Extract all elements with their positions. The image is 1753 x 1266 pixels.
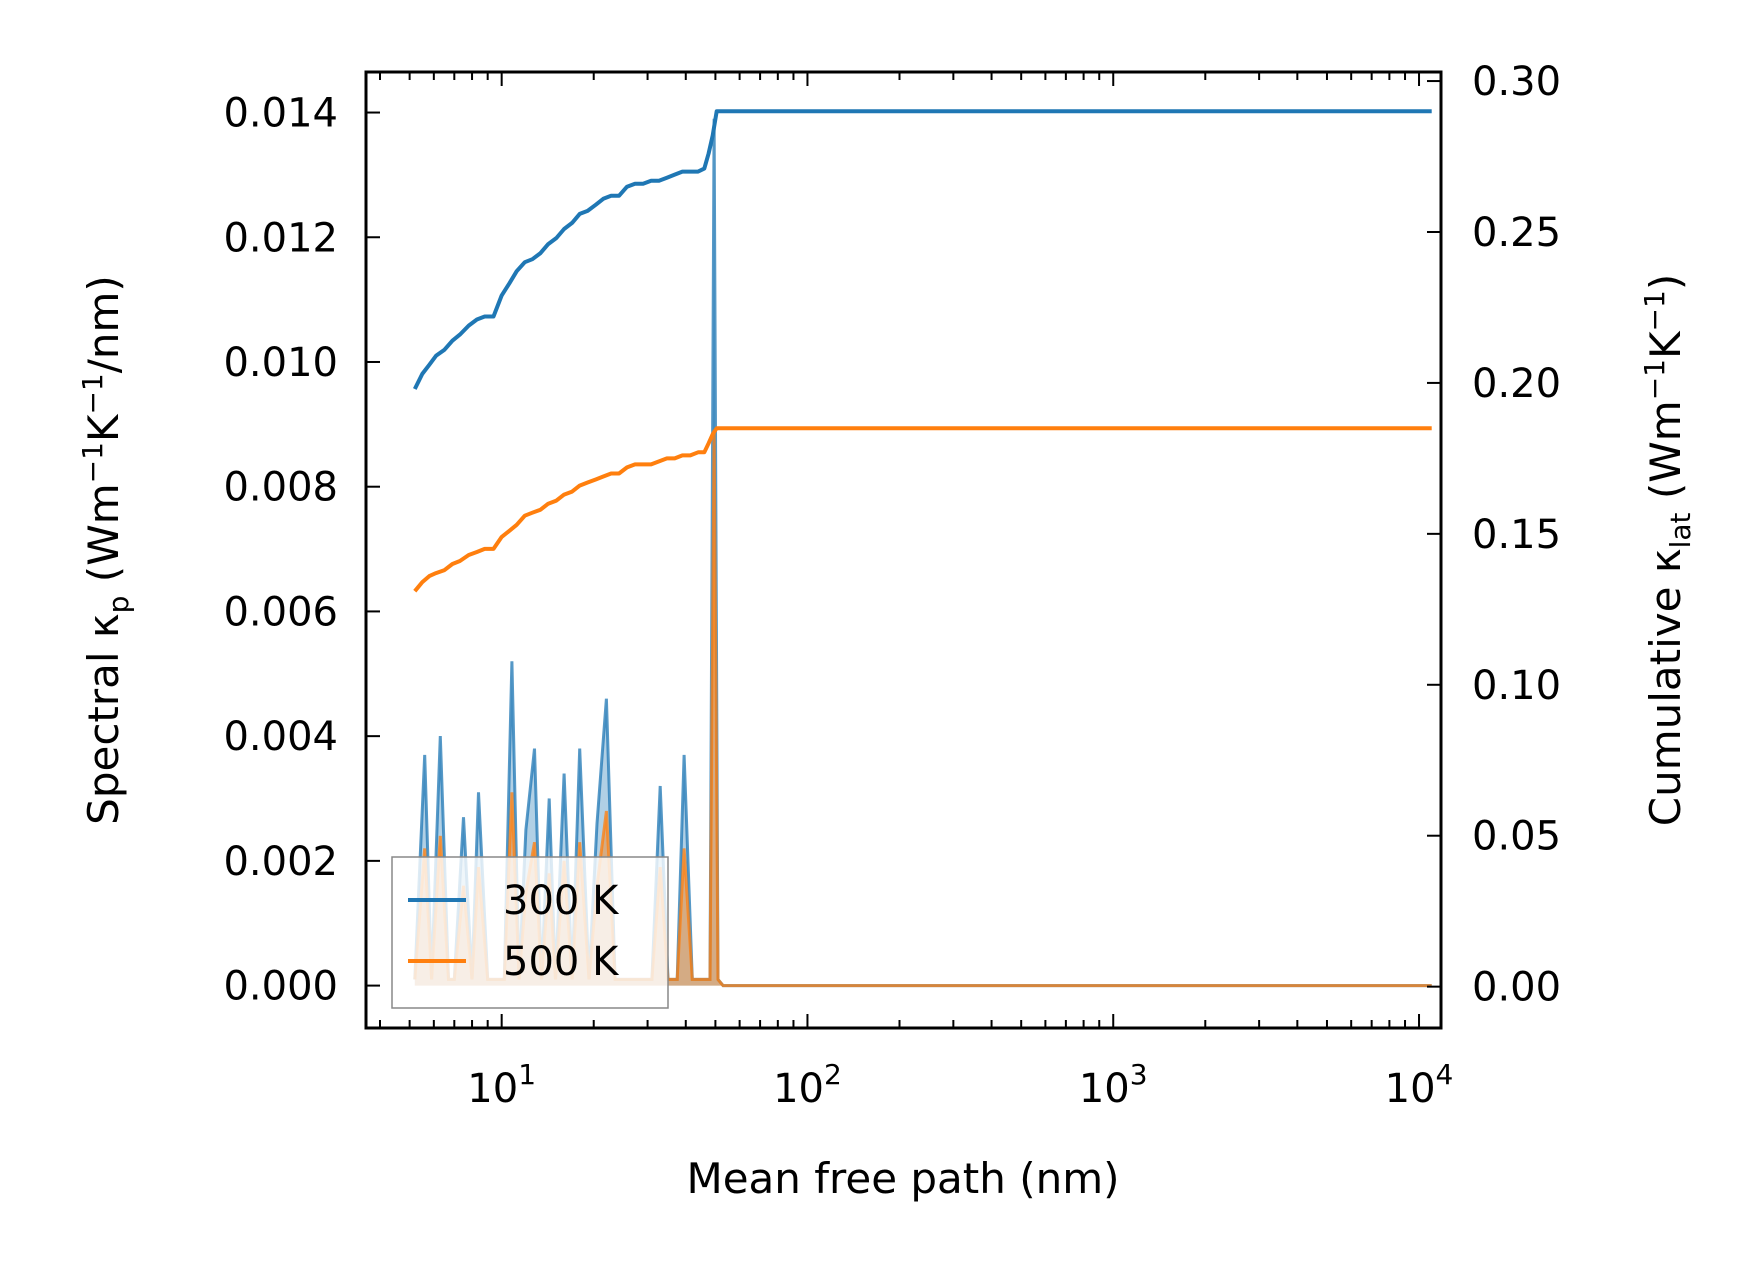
y-left-tick-label: 0.010 [223,340,338,386]
x-tick-label: 102 [773,1058,842,1112]
y-left-tick-label: 0.006 [223,589,338,635]
y-axis-left-label: Spectral κp (Wm−1K−1/nm) [76,275,135,825]
y-left-tick-label: 0.008 [223,465,338,511]
x-tick-label: 101 [467,1058,536,1112]
y-axis-right-label: Cumulative κlat (Wm−1K−1) [1638,274,1697,826]
x-tick-label: 103 [1079,1058,1148,1112]
y-right-tick-label: 0.00 [1472,965,1561,1011]
x-tick-label: 104 [1385,1058,1454,1112]
legend-label-300k: 300 K [503,878,620,924]
y-left-tick-label: 0.012 [223,215,338,261]
legend: 300 K 500 K [391,856,669,1009]
series-lines [413,109,1432,593]
legend-box [391,856,669,1009]
y-right-tick-label: 0.10 [1472,663,1561,709]
legend-label-500k: 500 K [503,939,620,985]
axis-ticks [366,72,1441,1028]
y-left-tick-label: 0.014 [223,91,338,137]
cumulative-line-0 [413,109,1432,390]
y-left-tick-label: 0.002 [223,839,338,885]
y-right-tick-label: 0.15 [1472,512,1561,558]
plot-frame [364,70,1443,1030]
tick-labels: 101 102 103 104 0.000 0.002 0.004 0.006 0.008 0.0… [223,59,1561,1112]
spectral-fills [413,118,1432,988]
y-right-tick-label: 0.25 [1472,210,1561,256]
y-left-tick-label: 0.004 [223,714,338,760]
spectral-line-0 [413,118,1432,988]
y-left-tick-label: 0.000 [223,964,338,1010]
y-right-tick-label: 0.30 [1472,59,1561,105]
cumulative-line-1 [413,426,1432,593]
y-right-tick-label: 0.05 [1472,814,1561,860]
x-axis-label: Mean free path (nm) [686,1154,1119,1203]
y-right-tick-label: 0.20 [1472,361,1561,407]
